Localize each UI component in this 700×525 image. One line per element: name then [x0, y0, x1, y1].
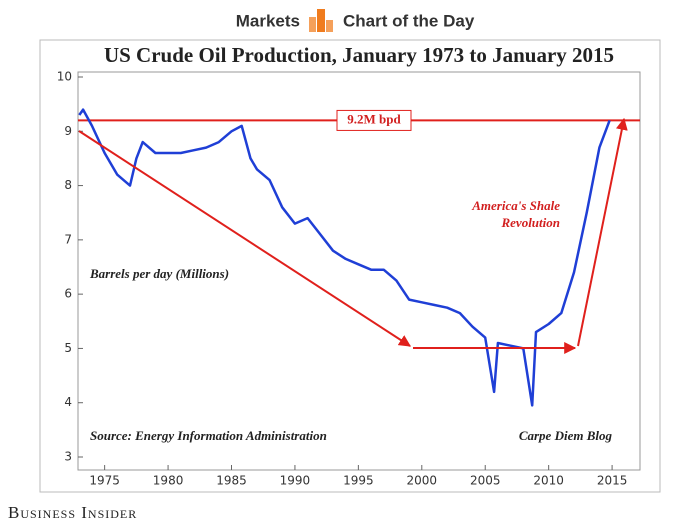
- x-tick-label: 2010: [533, 474, 564, 488]
- y-tick-label: 7: [64, 232, 72, 246]
- x-tick-label: 1980: [153, 474, 184, 488]
- reference-label: 9.2M bpd: [347, 111, 401, 126]
- source-note: Source: Energy Information Administratio…: [90, 428, 327, 443]
- y-tick-label: 4: [64, 395, 72, 409]
- plot: 3 4 5 6 7 8 9 10 1975 1980 1985 1990 1995 2000 2005 201…: [57, 70, 640, 488]
- x-tick-label: 2015: [597, 474, 628, 488]
- credit-note: Carpe Diem Blog: [519, 428, 613, 443]
- y-tick-label: 6: [64, 287, 72, 301]
- x-tick-label: 2005: [470, 474, 501, 488]
- annotation: America's Shale: [471, 198, 560, 213]
- y-tick-label: 8: [64, 178, 72, 192]
- chart-title: US Crude Oil Production, January 1973 to…: [104, 43, 614, 67]
- x-tick-label: 1995: [343, 474, 374, 488]
- x-tick-label: 1985: [216, 474, 247, 488]
- plot-area: [77, 71, 641, 471]
- y-tick-label: 3: [64, 450, 72, 464]
- annotation: Revolution: [500, 215, 560, 230]
- y-tick-label: 9: [64, 124, 72, 138]
- header-icon: [309, 9, 333, 32]
- trend-arrows: [78, 117, 628, 354]
- footer-brand: Business Insider: [8, 503, 137, 522]
- x-tick-label: 1975: [89, 474, 120, 488]
- header-section: Markets: [236, 11, 300, 30]
- x-tick-label: 2000: [407, 474, 438, 488]
- data-line: [78, 108, 611, 407]
- reference-label-box: [336, 109, 412, 131]
- y-tick-label: 10: [57, 70, 72, 84]
- header-subtitle: Chart of the Day: [343, 11, 475, 30]
- y-tick-label: 5: [64, 341, 72, 355]
- x-tick-label: 1990: [280, 474, 311, 488]
- y-axis-label: Barrels per day (Millions): [89, 266, 229, 281]
